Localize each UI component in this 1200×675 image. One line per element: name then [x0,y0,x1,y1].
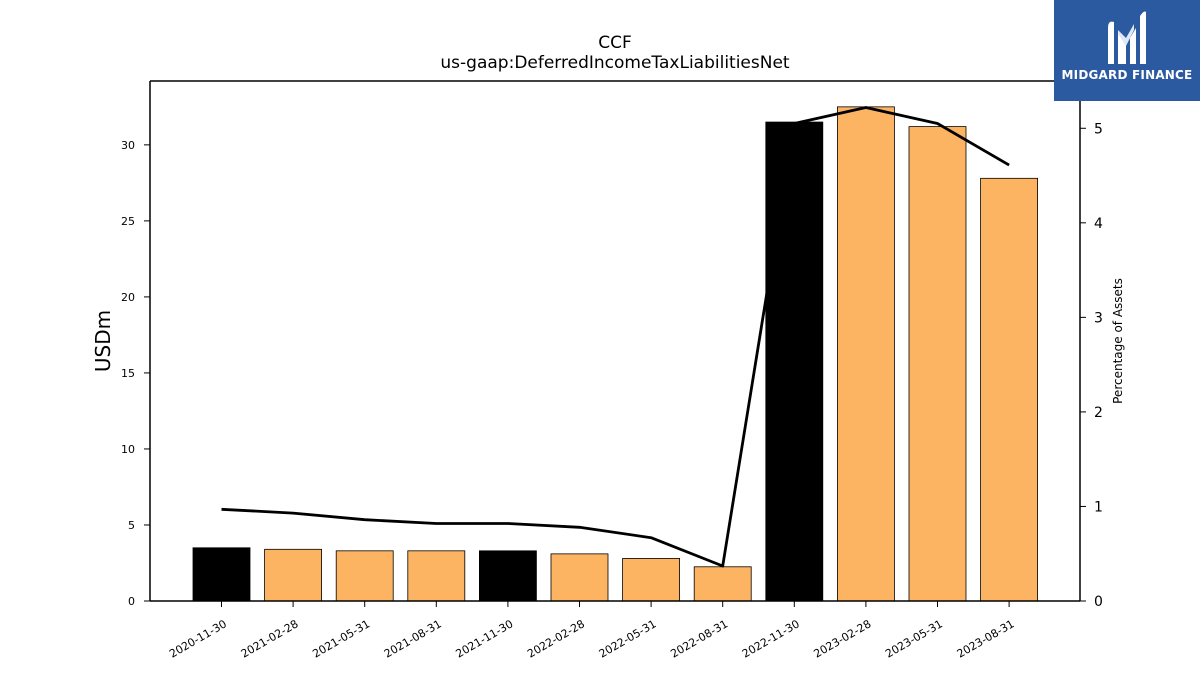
bar [980,177,1038,602]
x-tick-label: 2022-11-30 [740,617,802,660]
line-group [221,106,1010,568]
x-tick-label: 2022-02-28 [525,617,587,660]
bar [765,121,824,602]
bar [837,106,895,602]
y2-axis-label: Percentage of Assets [1111,278,1125,404]
bar [192,547,251,602]
logo-text: MIDGARD FINANCE [1061,68,1193,82]
bar [622,558,680,602]
chart-title: CCF [598,33,632,53]
x-tick-label: 2023-08-31 [955,617,1017,660]
y-tick-label: 20 [121,291,135,304]
midgard-m-icon [1108,11,1146,65]
bar [693,566,752,602]
y2-tick-label: 3 [1094,310,1103,326]
y-tick-label: 30 [121,139,135,152]
y2-tick-label: 2 [1094,405,1103,421]
bar [264,548,323,602]
y-axis-label: USDm [91,310,115,372]
y2-tick-label: 5 [1094,121,1103,137]
x-tick-label: 2023-02-28 [812,617,874,660]
y2-tick-label: 0 [1094,594,1103,610]
bar [335,550,394,602]
y-tick-label: 15 [121,367,135,380]
y-tick-label: 25 [121,215,135,228]
x-tick-label: 2021-02-28 [239,617,301,660]
bar-group [192,106,1038,602]
chart-subtitle: us-gaap:DeferredIncomeTaxLiabilitiesNet [440,53,790,73]
x-tick-label: 2021-05-31 [310,617,372,660]
y-tick-label: 5 [128,519,135,532]
x-tick-label: 2021-11-30 [454,617,516,660]
x-tick-label: 2020-11-30 [167,617,229,660]
x-tick-label: 2023-05-31 [883,617,945,660]
y2-tick-label: 4 [1094,216,1103,232]
bar [407,550,466,602]
y-tick-label: 10 [121,443,135,456]
bar [478,550,537,602]
y-tick-label: 0 [128,595,135,608]
bar [908,126,967,602]
bar [550,553,609,602]
x-tick-label: 2022-08-31 [668,617,730,660]
y2-tick-label: 1 [1094,499,1103,515]
midgard-finance-logo: MIDGARD FINANCE [1054,0,1200,101]
x-tick-label: 2022-05-31 [597,617,659,660]
x-tick-label: 2021-08-31 [382,617,444,660]
percentage-line [221,106,1010,568]
